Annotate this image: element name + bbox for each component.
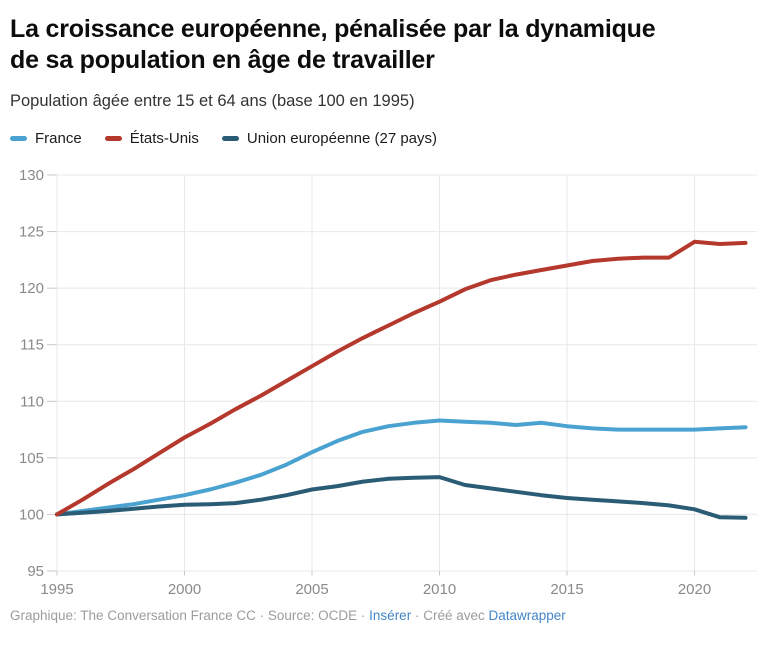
line-chart: 95 100 105 110 115 120 125 130 1995 2000 2005 2010 2… [0,162,768,606]
legend-swatch-etats-unis [104,136,122,141]
x-axis-label: 2020 [678,581,711,598]
y-axis-label: 120 [19,280,44,297]
legend-label: France [35,130,82,147]
y-axis-label: 105 [19,450,44,467]
legend-item-union-europeenne: Union européenne (27 pays) [221,130,438,147]
chart-svg: 95 100 105 110 115 120 125 130 1995 2000 2005 2010 2… [19,167,757,598]
y-axis-label: 125 [19,224,44,241]
legend-label: Union européenne (27 pays) [246,130,438,147]
line-series-france [55,418,748,517]
legend-item-france: France [10,130,82,147]
legend-item-etats-unis: États-Unis [104,130,199,147]
y-axis-label: 115 [20,337,44,354]
embed-link[interactable]: Insérer [369,608,412,623]
datawrapper-link[interactable]: Datawrapper [488,608,566,623]
line-series-etats-unis [55,239,748,517]
footer-attribution: Graphique: The Conversation France CC · … [10,608,758,623]
y-axis-label: 100 [19,506,44,523]
legend-swatch-france [10,136,27,141]
legend: France États-Unis Union européenne (27 pay… [10,130,758,147]
x-axis-label: 2005 [295,581,328,598]
x-axis-label: 1995 [40,581,73,598]
chart-subtitle: Population âgée entre 15 et 64 ans (base… [10,92,415,110]
x-axis-label: 2010 [423,581,456,598]
chart-title-line1: La croissance européenne, pénalisée par … [10,15,656,43]
chart-card: La croissance européenne, pénalisée par … [0,14,768,623]
chart-title: La croissance européenne, pénalisée par … [10,14,758,76]
line-series-union-europeenne [55,475,748,520]
legend-swatch-union-europeenne [221,136,239,141]
footer-credit-text: Graphique: The Conversation France CC · … [10,608,366,623]
y-axis-label: 110 [20,393,44,410]
footer-separator: · [411,608,424,623]
chart-title-line2: de sa population en âge de travailler [10,46,435,74]
legend-label: États-Unis [129,130,199,147]
y-axis-label: 95 [27,563,44,580]
x-axis-label: 2015 [550,581,583,598]
x-axis-label: 2000 [168,581,201,598]
footer-created-with: Créé avec [423,608,485,623]
y-axis-label: 130 [19,167,44,184]
